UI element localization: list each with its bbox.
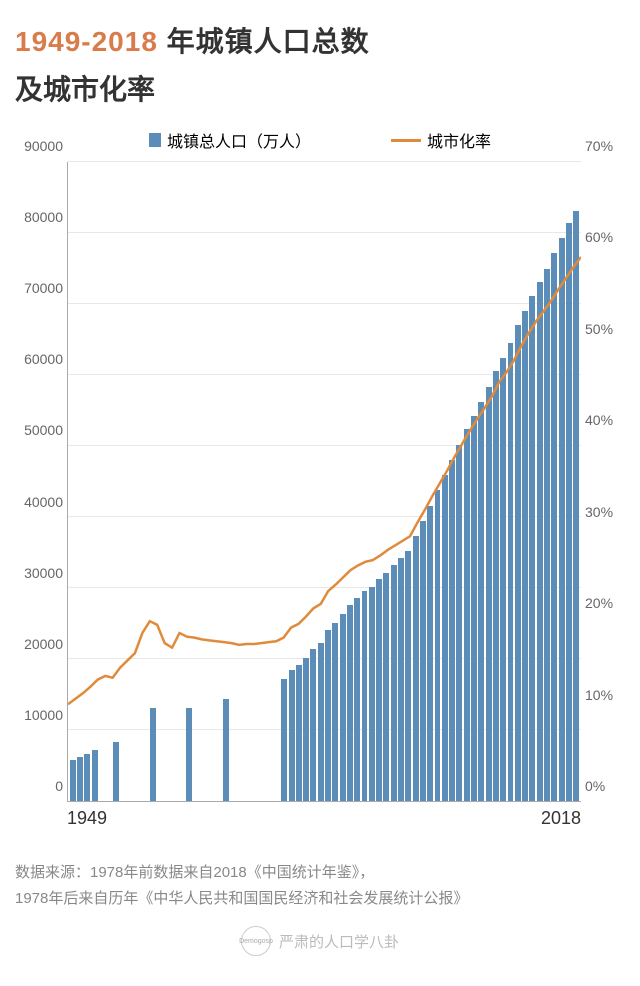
legend: 城镇总人口（万人） 城市化率 [15, 128, 625, 152]
y-right-tick: 50% [585, 321, 613, 337]
y-left-tick: 0 [55, 778, 63, 794]
y-left-tick: 10000 [24, 707, 63, 723]
y-left-tick: 70000 [24, 280, 63, 296]
footer: Demogosp 严肃的人口学八卦 [15, 926, 625, 956]
y-right-tick: 0% [585, 778, 605, 794]
legend-line-swatch [391, 139, 421, 142]
y-left-tick: 50000 [24, 422, 63, 438]
source-line-1: 数据来源：1978年前数据来自2018《中国统计年鉴》， [15, 860, 625, 886]
footer-text: 严肃的人口学八卦 [279, 931, 399, 952]
title-line-1: 1949-2018 年城镇人口总数 [15, 20, 625, 60]
legend-bar-swatch [149, 133, 161, 147]
legend-line-item: 城市化率 [391, 128, 491, 152]
year-range: 1949-2018 [15, 26, 158, 57]
y-right-tick: 70% [585, 138, 613, 154]
legend-bar-label: 城镇总人口（万人） [167, 128, 311, 152]
line-overlay [68, 162, 581, 801]
chart-title: 1949-2018 年城镇人口总数 及城市化率 [15, 20, 625, 108]
legend-line-label: 城市化率 [427, 128, 491, 152]
y-left-tick: 20000 [24, 636, 63, 652]
y-left-tick: 90000 [24, 138, 63, 154]
y-right-tick: 20% [585, 595, 613, 611]
urbanization-line [68, 257, 581, 704]
y-axis-left: 0 10000 20000 30000 40000 50000 60000 70000 8000… [15, 162, 63, 802]
title-suffix: 年城镇人口总数 [158, 26, 370, 57]
y-left-tick: 60000 [24, 351, 63, 367]
footer-logo: Demogosp [241, 926, 271, 956]
title-line-2: 及城市化率 [15, 68, 625, 108]
y-left-tick: 40000 [24, 494, 63, 510]
legend-bar-item: 城镇总人口（万人） [149, 128, 311, 152]
x-label-start: 1949 [67, 808, 107, 842]
y-right-tick: 10% [585, 687, 613, 703]
y-left-tick: 30000 [24, 565, 63, 581]
y-right-tick: 60% [585, 229, 613, 245]
x-axis-labels: 1949 2018 [67, 808, 581, 842]
x-label-end: 2018 [541, 808, 581, 842]
y-axis-right: 0%10%20%30%40%50%60%70% [585, 162, 625, 802]
y-right-tick: 40% [585, 412, 613, 428]
chart-area: 0 10000 20000 30000 40000 50000 60000 70000 8000… [15, 162, 625, 842]
source-note: 数据来源：1978年前数据来自2018《中国统计年鉴》， 1978年后来自历年《… [15, 860, 625, 911]
y-left-tick: 80000 [24, 209, 63, 225]
plot-area [67, 162, 581, 802]
source-line-2: 1978年后来自历年《中华人民共和国国民经济和社会发展统计公报》 [15, 886, 625, 912]
y-right-tick: 30% [585, 504, 613, 520]
